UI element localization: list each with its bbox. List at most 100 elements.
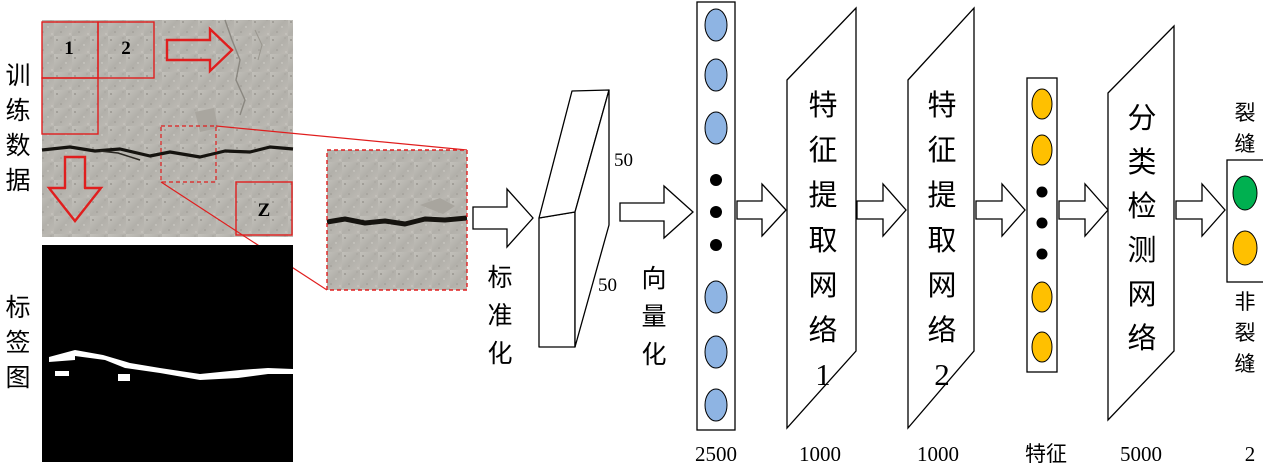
flow-arrow-icon: [472, 187, 534, 249]
svg-text:化: 化: [487, 339, 512, 368]
input-node: [704, 58, 728, 92]
svg-text:数: 数: [5, 131, 30, 160]
svg-text:提: 提: [808, 178, 837, 212]
ellipsis-dot: [1036, 186, 1048, 198]
layer-size-labels: 2500 1000 1000 特征 5000 2: [695, 442, 1255, 466]
feature-node: [1031, 281, 1053, 313]
output-vector: [1226, 159, 1263, 283]
right-scan-arrow-icon: [165, 26, 234, 74]
input-node: [704, 388, 728, 422]
svg-text:征: 征: [927, 133, 956, 167]
flow-arrow-icon: [1058, 182, 1109, 238]
layer-size-classifier: 5000: [1120, 442, 1162, 466]
flow-arrow-icon: [736, 182, 787, 238]
feature-node: [1031, 331, 1053, 363]
svg-text:裂: 裂: [1235, 321, 1256, 345]
layer-size-fe2: 1000: [917, 442, 959, 466]
svg-text:标: 标: [5, 293, 30, 322]
svg-text:取: 取: [927, 223, 956, 257]
output-noncrack-label: 非 裂 缝: [1235, 290, 1256, 376]
output-crack-label: 裂 缝: [1235, 101, 1256, 156]
feature-network-2-index: 2: [934, 357, 950, 392]
input-node: [704, 111, 728, 145]
layer-size-fe1: 1000: [799, 442, 841, 466]
svg-text:非: 非: [1235, 290, 1256, 314]
feature-node: [1031, 88, 1053, 120]
patch-height-label: 50: [614, 150, 633, 171]
zoom-line-top: [215, 125, 468, 151]
flow-arrow-icon: [856, 182, 907, 238]
input-node: [704, 335, 728, 369]
layer-size-output: 2: [1245, 442, 1256, 466]
svg-text:分: 分: [1127, 101, 1156, 135]
layer-size-input: 2500: [695, 442, 737, 466]
ellipsis-dot: [710, 206, 722, 218]
tile-grid: [41, 21, 293, 236]
vectorize-label: 向 量 化: [641, 264, 666, 369]
svg-text:准: 准: [487, 301, 512, 330]
classifier-network-label: 分 类 检 测 网 络: [1127, 101, 1156, 355]
svg-text:特: 特: [927, 88, 956, 122]
zoom-line-bottom: [160, 181, 328, 291]
svg-text:化: 化: [641, 340, 666, 369]
svg-text:向: 向: [641, 264, 666, 293]
crack-mask: [49, 350, 293, 380]
feature-network-1: [786, 6, 857, 430]
ellipsis-dot: [710, 239, 722, 251]
down-scan-arrow-icon: [46, 155, 104, 223]
svg-text:络: 络: [808, 313, 837, 347]
svg-text:检: 检: [1127, 189, 1156, 223]
layer-size-feature: 特征: [1025, 442, 1067, 466]
svg-text:网: 网: [927, 268, 956, 302]
tile-label-z: Z: [258, 200, 271, 221]
svg-text:据: 据: [5, 166, 30, 195]
crack-output-node: [1232, 175, 1258, 211]
svg-text:络: 络: [1127, 321, 1156, 355]
flow-arrow-icon: [1175, 182, 1226, 238]
svg-text:网: 网: [1127, 277, 1156, 311]
noncrack-output-node: [1232, 230, 1258, 266]
normalize-label: 标 准 化: [487, 263, 512, 368]
svg-text:裂: 裂: [1235, 101, 1256, 125]
classifier-network: [1107, 24, 1175, 422]
svg-text:缝: 缝: [1235, 352, 1256, 376]
normalized-patch-block: [538, 89, 610, 348]
feature-node: [1031, 134, 1053, 166]
svg-text:络: 络: [927, 313, 956, 347]
input-node: [704, 8, 728, 42]
zoomed-patch: [326, 149, 468, 291]
svg-text:测: 测: [1127, 233, 1156, 267]
input-vector: [696, 1, 736, 431]
feature-vector: [1026, 77, 1058, 373]
label-map-label: 标 签 图: [5, 293, 30, 392]
flow-arrow-icon: [975, 182, 1026, 238]
training-data-label: 训 练 数 据: [5, 61, 30, 195]
label-map: [42, 245, 293, 462]
crack-line: [41, 145, 294, 159]
tile-label-2: 2: [121, 38, 131, 59]
svg-text:征: 征: [808, 133, 837, 167]
tile-label-1: 1: [64, 38, 74, 59]
flow-arrows: [472, 182, 1226, 249]
ellipsis-dot: [1036, 248, 1048, 260]
hairline-crack: [224, 19, 246, 116]
svg-text:取: 取: [808, 223, 837, 257]
ellipsis-dot: [710, 174, 722, 186]
svg-text:网: 网: [808, 268, 837, 302]
svg-text:类: 类: [1127, 145, 1156, 179]
svg-text:提: 提: [927, 178, 956, 212]
feature-network-2: [907, 6, 975, 430]
patch-width-label: 50: [598, 275, 617, 296]
svg-text:量: 量: [641, 302, 666, 331]
svg-text:签: 签: [5, 328, 30, 357]
svg-text:训: 训: [5, 61, 30, 90]
svg-text:图: 图: [5, 363, 30, 392]
svg-text:缝: 缝: [1235, 132, 1256, 156]
feature-network-1-label: 特 征 提 取 网 络: [808, 88, 837, 347]
svg-text:标: 标: [487, 263, 512, 292]
input-node: [704, 280, 728, 314]
svg-text:练: 练: [5, 96, 30, 125]
flow-arrow-icon: [619, 184, 694, 240]
